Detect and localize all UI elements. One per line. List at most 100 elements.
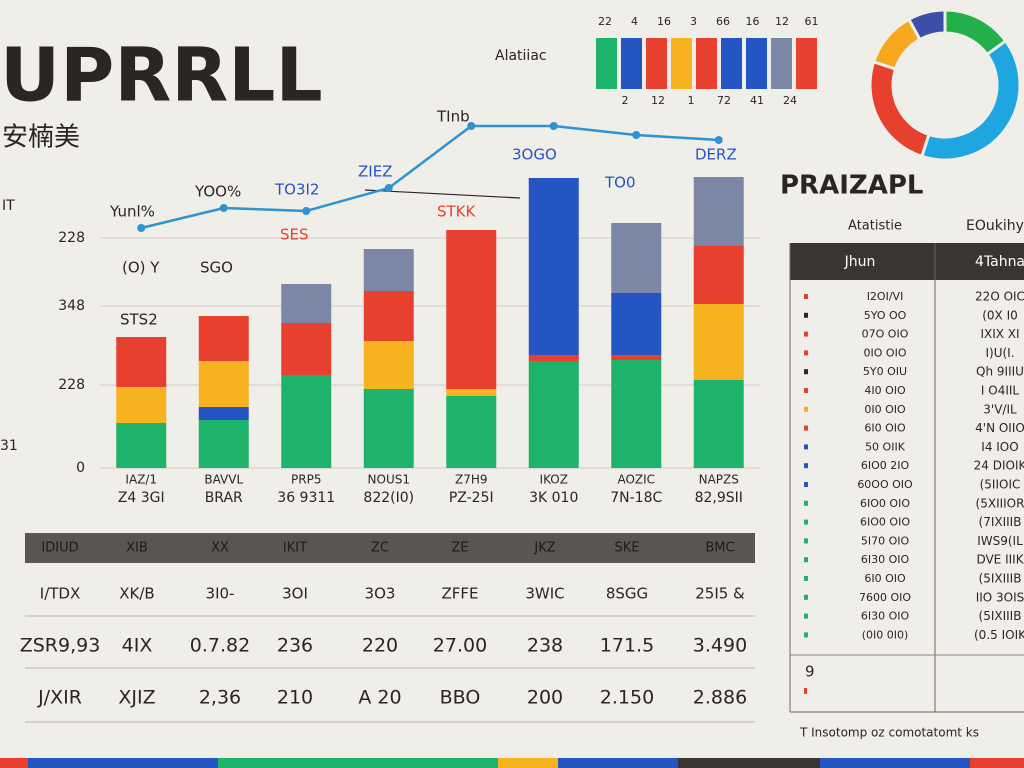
bar-segment: [611, 223, 662, 293]
table-cell: 4IX: [122, 635, 153, 657]
x-tick-label: Z7H9: [455, 473, 488, 487]
annotation: Yunl%: [109, 203, 155, 221]
side-cell: I2OI/VI: [867, 290, 904, 303]
annotation: SES: [280, 226, 309, 244]
x-tick-label: IKOZ: [540, 473, 568, 487]
swatch: [796, 38, 817, 89]
side-marker: [804, 500, 808, 506]
bar-segment: [363, 341, 414, 389]
side-marker: [804, 425, 808, 431]
x-tick-sublabel: 822(I0): [363, 490, 414, 506]
table-cell: 3.490: [693, 635, 747, 657]
side-marker: [804, 388, 808, 393]
annotation: TO3I2: [274, 181, 319, 199]
table-header: IKIT: [283, 541, 307, 556]
annotation: DERZ: [695, 146, 737, 164]
side-cell: (0X I0: [982, 308, 1018, 322]
swatch: [696, 38, 717, 89]
side-cell: 5YO OO: [864, 309, 907, 322]
swatch-number: 12: [651, 94, 665, 107]
y-tick-label: 228: [58, 377, 85, 393]
side-cell: 60OO OIO: [857, 478, 913, 491]
side-cell: 50 OIIK: [865, 440, 906, 453]
side-cell: 7600 OIO: [859, 591, 911, 604]
side-header: 4Tahna: [975, 254, 1024, 270]
table-cell: A 20: [358, 687, 401, 709]
side-cell: Qh 9IIIU: [976, 365, 1024, 379]
x-tick-label: BAVVL: [204, 473, 243, 487]
side-marker: [804, 312, 808, 318]
strip: [338, 758, 498, 768]
strip: [498, 758, 558, 768]
table-cell: 236: [277, 635, 313, 657]
x-tick-label: IAZ/1: [125, 473, 157, 487]
side-label: 31: [0, 438, 18, 454]
side-marker: [804, 632, 808, 638]
side-marker: [804, 613, 808, 619]
side-cell: 0IO OIO: [864, 346, 907, 359]
side-marker: [804, 519, 808, 525]
bar-segment: [528, 361, 579, 468]
line-point: [219, 204, 228, 212]
table-header: ZC: [371, 541, 389, 556]
bar-segment: [611, 293, 662, 355]
annotation: (O) Y: [122, 259, 160, 277]
bar-segment: [281, 323, 332, 375]
line-point: [632, 131, 641, 139]
swatch: [771, 38, 792, 89]
side-cell: 6IO0 OIO: [860, 497, 910, 510]
annotation: SGO: [200, 259, 233, 277]
side-cell: (0I0 0I0): [862, 628, 909, 641]
y-tick-label: 348: [58, 298, 85, 314]
bar-segment: [446, 389, 497, 396]
table-cell: 171.5: [600, 635, 654, 657]
side-cell: (5IXIIIB: [979, 609, 1022, 623]
table-cell: 2.886: [693, 687, 747, 709]
side-cell: (0.5 IOIK: [974, 628, 1024, 642]
table-cell: 3WIC: [525, 585, 564, 603]
side-cell: 6I0 OIO: [864, 572, 906, 585]
table-cell: 2.150: [600, 687, 654, 709]
table-cell: J/XIR: [37, 687, 82, 709]
x-tick-sublabel: 7N-18C: [610, 490, 662, 506]
table-cell: ZFFE: [441, 585, 478, 603]
bar-segment: [198, 420, 249, 468]
side-cell: 4I0 OIO: [864, 384, 906, 397]
x-tick-label: NAPZS: [699, 473, 739, 487]
strip: [970, 758, 1024, 768]
side-column-title: EOukihy: [966, 218, 1024, 234]
table-cell: 27.00: [433, 635, 487, 657]
table-header: SKE: [615, 541, 640, 556]
strip: [558, 758, 678, 768]
swatch-number: 72: [717, 94, 731, 107]
side-cell: 0I0 OIO: [864, 403, 906, 416]
strip: [88, 758, 218, 768]
side-marker: [804, 350, 808, 356]
swatch-number: 3: [690, 15, 697, 28]
side-cell: 22O OIC: [975, 290, 1024, 304]
swatch-number: 1: [688, 94, 695, 107]
swatch-number: 22: [598, 15, 612, 28]
bar-segment: [693, 246, 744, 304]
side-cell: 07O OIO: [862, 328, 909, 341]
strip: [0, 758, 28, 768]
side-cell: (7IXIIIB: [979, 515, 1022, 529]
side-cell: (5IIOIC: [980, 478, 1021, 492]
swatch-label: Alatiiac: [495, 48, 547, 64]
side-marker: [804, 594, 808, 600]
x-tick-sublabel: PZ-25I: [449, 490, 494, 506]
swatch-number: 4: [631, 15, 638, 28]
side-cell: DVE IIIK: [976, 553, 1024, 567]
side-footer: T Insotomp oz comotatomt ks: [799, 726, 979, 740]
x-tick-sublabel: Z4 3GI: [118, 490, 165, 506]
bottom-strip: [0, 758, 1024, 768]
table-cell: 25I5 &: [695, 585, 745, 603]
swatch: [646, 38, 667, 89]
swatch-number: 66: [716, 15, 730, 28]
table-header: BMC: [705, 541, 734, 556]
table-cell: ZSR9,93: [20, 635, 101, 657]
annotation: YOO%: [194, 183, 241, 201]
x-tick-label: PRP5: [291, 473, 321, 487]
